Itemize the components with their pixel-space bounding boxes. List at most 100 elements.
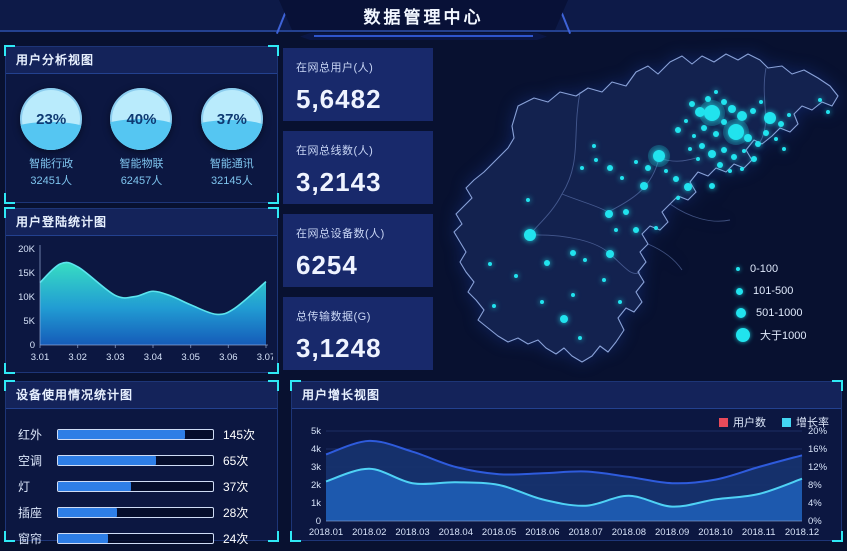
panel-device-usage: 设备使用情况统计图 红外 145次 空调 65次 灯 37次 插座 28次 窗帘… [4, 380, 279, 546]
svg-text:10K: 10K [18, 292, 36, 303]
login-area-chart: 0 5K 10K 15K 20K 3.01 3.02 3.03 3.04 3.05 3.06 3.07 [18, 244, 275, 363]
legend-dot [736, 328, 750, 342]
svg-text:0%: 0% [808, 516, 822, 527]
gauge-comm: 37% 智能通讯 32145人 [192, 88, 272, 189]
legend-label: 用户数 [733, 417, 766, 429]
stat-label: 在网总设备数(人) [296, 228, 385, 240]
bar-fill [58, 455, 156, 465]
bar-row: 红外 145次 [18, 421, 265, 447]
svg-text:2018.05: 2018.05 [482, 527, 516, 538]
svg-text:3.07: 3.07 [257, 352, 273, 363]
svg-text:3.03: 3.03 [106, 352, 125, 363]
legend-label: 101-500 [753, 285, 794, 297]
legend-swatch [719, 417, 728, 427]
bar-label: 插座 [18, 505, 43, 520]
svg-text:2018.12: 2018.12 [785, 527, 819, 538]
legend-swatch [782, 417, 791, 427]
legend-label: 501-1000 [756, 307, 803, 319]
bar-value: 24次 [223, 531, 249, 546]
map-scatter-dots [488, 90, 830, 340]
stat-label: 在网总线数(人) [296, 145, 374, 157]
svg-text:2018.09: 2018.09 [655, 527, 689, 538]
legend-item-growth-rate: 增长率 [782, 414, 829, 430]
bar-fill [58, 429, 186, 439]
svg-text:2018.11: 2018.11 [742, 527, 776, 538]
svg-text:20K: 20K [18, 244, 36, 255]
legend-dot [736, 287, 743, 295]
title-decoration [300, 33, 547, 40]
gauge-admin: 23% 智能行政 32451人 [11, 88, 91, 189]
bar-fill [58, 533, 108, 543]
stat-value: 3,2143 [296, 167, 382, 197]
legend-dot [736, 267, 740, 271]
bar-track [57, 532, 214, 544]
liquid-gauge: 37% [200, 88, 263, 150]
gauge-list: 23% 智能行政 32451人 40% 智能物联 62457人 37% 智能通讯… [6, 74, 277, 189]
bar-row: 插座 28次 [18, 499, 265, 525]
gauge-iot: 40% 智能物联 62457人 [101, 88, 181, 189]
bar-track [57, 454, 214, 466]
bar-label: 灯 [18, 479, 31, 494]
gauge-label: 智能通讯 [209, 158, 254, 170]
panel-user-growth: 用户增长视图 用户数 增长率 0 1k 2k 3k 4k 5k 0% 4% 8% 12% 16% 20… [290, 380, 843, 542]
gauge-count: 62457人 [120, 175, 163, 187]
svg-text:2k: 2k [311, 480, 321, 491]
gauge-percent: 37% [216, 110, 247, 128]
svg-text:16%: 16% [808, 444, 828, 455]
svg-text:8%: 8% [808, 480, 822, 491]
svg-text:0: 0 [30, 340, 35, 351]
stat-label: 在网总用户(人) [296, 62, 374, 74]
legend-dot [736, 308, 746, 318]
panel-device-usage-title: 设备使用情况统计图 [6, 382, 277, 409]
gauge-label: 智能行政 [29, 158, 74, 170]
svg-text:3.02: 3.02 [68, 352, 87, 363]
stat-card-total-lines: 在网总线数(人) 3,2143 [283, 131, 433, 204]
bar-row: 窗帘 24次 [18, 525, 265, 551]
svg-text:3.06: 3.06 [219, 352, 238, 363]
gauge-percent: 23% [36, 110, 67, 128]
stat-value: 6254 [296, 250, 358, 280]
svg-text:3.04: 3.04 [144, 352, 163, 363]
bar-fill [58, 481, 131, 491]
legend-item: 大于1000 [736, 324, 806, 346]
svg-text:1k: 1k [311, 498, 321, 509]
bar-fill [58, 507, 117, 517]
growth-area-chart: 0 1k 2k 3k 4k 5k 0% 4% 8% 12% 16% 20% 2018.01 2018.02… [309, 426, 828, 538]
bar-value: 28次 [223, 505, 249, 520]
gauge-percent: 40% [126, 110, 157, 128]
svg-text:4k: 4k [311, 444, 321, 455]
legend-item: 101-500 [736, 280, 806, 302]
liquid-gauge: 23% [20, 88, 83, 150]
svg-text:3k: 3k [311, 462, 321, 473]
svg-text:15K: 15K [18, 268, 36, 279]
svg-text:2018.04: 2018.04 [439, 527, 473, 538]
panel-user-analysis: 用户分析视图 23% 智能行政 32451人 40% 智能物联 62457人 3… [4, 45, 279, 204]
gauge-count: 32451人 [30, 175, 72, 187]
gauge-label: 智能物联 [119, 158, 164, 170]
liquid-gauge: 40% [110, 88, 173, 150]
svg-text:2018.01: 2018.01 [309, 527, 343, 538]
legend-item-users: 用户数 [719, 414, 766, 430]
bar-track [57, 428, 214, 440]
panel-user-analysis-title: 用户分析视图 [6, 47, 277, 74]
svg-text:2018.03: 2018.03 [395, 527, 429, 538]
svg-text:4%: 4% [808, 498, 822, 509]
title-badge: 数据管理中心 [279, 0, 568, 30]
stat-label: 总传输数据(G) [296, 311, 371, 323]
bar-track [57, 506, 214, 518]
bar-value: 65次 [223, 453, 249, 468]
gauge-count: 32145人 [211, 175, 253, 187]
bar-value: 145次 [223, 427, 256, 442]
legend-label: 增长率 [796, 417, 829, 429]
stat-value: 3,1248 [296, 333, 382, 363]
region-map: 0-100 101-500 501-1000 大于1000 [430, 42, 842, 377]
svg-text:5k: 5k [311, 426, 321, 437]
svg-text:2018.08: 2018.08 [612, 527, 646, 538]
bar-track [57, 480, 214, 492]
page-title: 数据管理中心 [363, 7, 484, 27]
bar-value: 37次 [223, 479, 249, 494]
stat-card-total-devices: 在网总设备数(人) 6254 [283, 214, 433, 287]
svg-text:3.01: 3.01 [31, 352, 50, 363]
bar-label: 红外 [18, 427, 43, 442]
